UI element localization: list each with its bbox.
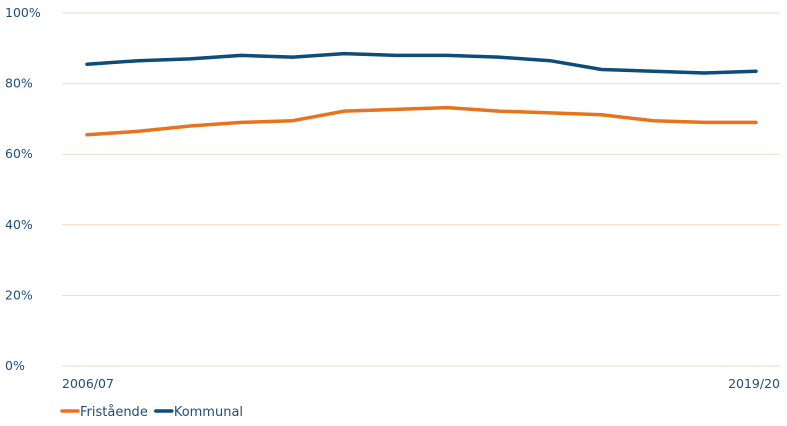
y-tick-label-0: 0% xyxy=(5,358,25,373)
grid-layer xyxy=(62,12,780,367)
y-tick-label-100: 100% xyxy=(5,5,41,20)
legend-label-fristaende: Fristående xyxy=(80,405,148,420)
y-tick-label-20: 20% xyxy=(5,287,33,302)
y-axis-ticks: 0% 20% 40% 60% 80% 100% xyxy=(5,5,41,373)
x-tick-label-last: 2019/20 xyxy=(728,376,780,391)
series-layer xyxy=(85,51,758,137)
series-line-fristaende xyxy=(85,105,758,137)
legend-label-kommunal: Kommunal xyxy=(174,405,243,420)
legend: Fristående Kommunal xyxy=(60,405,243,420)
legend-item-fristaende: Fristående xyxy=(60,405,148,420)
series-line-kommunal xyxy=(85,51,758,75)
x-axis-ticks: 2006/07 2019/20 xyxy=(62,376,780,391)
legend-item-kommunal: Kommunal xyxy=(154,405,243,420)
x-tick-label-first: 2006/07 xyxy=(62,376,114,391)
y-tick-label-40: 40% xyxy=(5,217,33,232)
y-tick-label-80: 80% xyxy=(5,76,33,91)
y-tick-label-60: 60% xyxy=(5,146,33,161)
